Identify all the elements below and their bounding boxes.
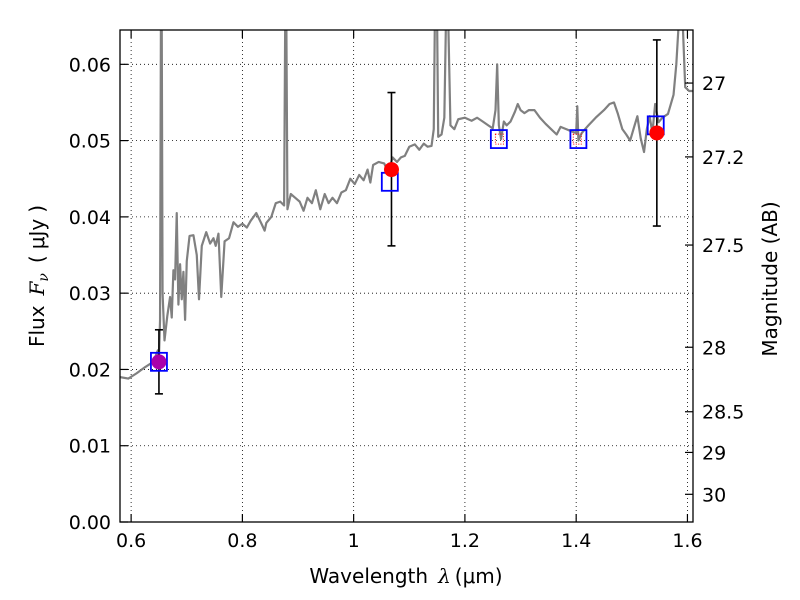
y-tick-label: 0.00: [69, 512, 111, 534]
small-marker: [572, 133, 582, 145]
model-photometry-squares: [150, 115, 665, 372]
y-tick-label: 0.04: [69, 207, 111, 229]
y-tick-label: 0.06: [69, 54, 111, 76]
x-axis-unit: (μm): [455, 564, 503, 588]
y-axis-unit: μJy: [25, 219, 49, 250]
y2-tick-label: 27.5: [702, 235, 744, 257]
y-axis-symbol: F: [25, 280, 49, 296]
y2-tick-labels: 27 27.2 27.5 28 28.5 29 30: [702, 73, 744, 506]
observed-point: [151, 354, 167, 370]
small-markers: [494, 133, 582, 145]
y-axis-unit-open: (: [25, 255, 49, 263]
y-tick-label: 0.01: [69, 436, 111, 458]
y-tick-label: 0.05: [69, 131, 111, 153]
y2-tick-label: 28: [702, 337, 726, 359]
x-axis-title-text: Wavelength: [309, 564, 428, 588]
grid-lines: [120, 30, 693, 523]
x-tick-label: 0.8: [227, 530, 257, 552]
model-square: [569, 129, 588, 149]
model-square: [150, 351, 168, 372]
observed-photometry-points: [151, 125, 665, 370]
observed-point: [383, 162, 399, 178]
y-axis-subscript: ν: [36, 273, 52, 282]
y2-tick-label: 29: [702, 442, 726, 464]
y2-tick-label: 27.2: [702, 147, 744, 169]
x-tick-label: 1.2: [450, 530, 480, 552]
y2-tick-label: 27: [702, 73, 726, 95]
x-tick-label: 1.4: [561, 530, 591, 552]
y-axis-title: Flux Fν ( μJy): [25, 205, 52, 347]
x-tick-label: 0.6: [116, 530, 146, 552]
y2-tick-label: 30: [702, 484, 726, 506]
y-tick-label: 0.02: [69, 359, 111, 381]
y-tick-label: 0.03: [69, 283, 111, 305]
x-axis-symbol: λ: [437, 564, 451, 588]
x-tick-label: 1: [348, 530, 360, 552]
y-axis-title-text: Flux: [25, 305, 49, 347]
x-tick-label: 1.6: [672, 530, 702, 552]
y2-axis-title: Magnitude (AB): [758, 201, 782, 356]
plot-frame: [119, 29, 694, 523]
model-square: [489, 129, 508, 149]
observed-point: [649, 125, 665, 141]
x-axis-title: Wavelength λ (μm): [309, 564, 502, 588]
axis-ticks: [120, 30, 693, 523]
small-marker: [494, 133, 504, 145]
y-tick-labels: 0.00 0.01 0.02 0.03 0.04 0.05 0.06: [69, 54, 111, 534]
y2-tick-label: 28.5: [702, 402, 744, 424]
y-axis-unit-close: ): [25, 205, 49, 213]
x-tick-labels: 0.6 0.8 1 1.2 1.4 1.6: [116, 530, 703, 552]
model-spectrum-line: [120, 30, 693, 380]
